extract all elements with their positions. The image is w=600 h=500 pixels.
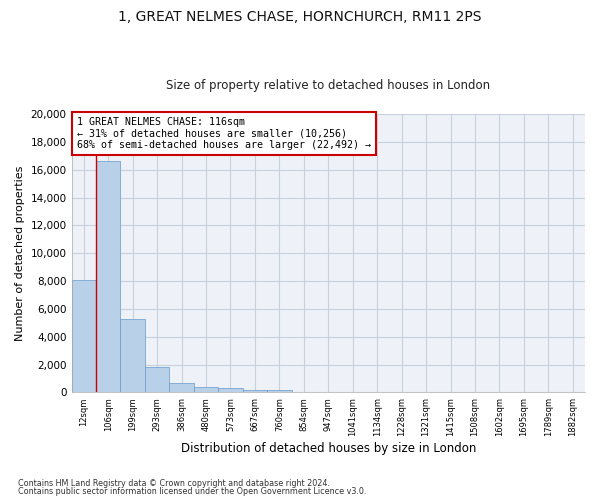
Bar [145,366,169,392]
Bar [71,280,96,392]
Title: Size of property relative to detached houses in London: Size of property relative to detached ho… [166,79,490,92]
Bar [242,390,267,392]
Bar [267,390,292,392]
Bar [218,388,242,392]
Text: 1, GREAT NELMES CHASE, HORNCHURCH, RM11 2PS: 1, GREAT NELMES CHASE, HORNCHURCH, RM11 … [118,10,482,24]
Bar [96,162,121,392]
Text: Contains public sector information licensed under the Open Government Licence v3: Contains public sector information licen… [18,487,367,496]
X-axis label: Distribution of detached houses by size in London: Distribution of detached houses by size … [181,442,476,455]
Text: Contains HM Land Registry data © Crown copyright and database right 2024.: Contains HM Land Registry data © Crown c… [18,478,330,488]
Bar [121,318,145,392]
Bar [194,387,218,392]
Text: 1 GREAT NELMES CHASE: 116sqm
← 31% of detached houses are smaller (10,256)
68% o: 1 GREAT NELMES CHASE: 116sqm ← 31% of de… [77,117,371,150]
Bar [169,382,194,392]
Y-axis label: Number of detached properties: Number of detached properties [15,166,25,341]
